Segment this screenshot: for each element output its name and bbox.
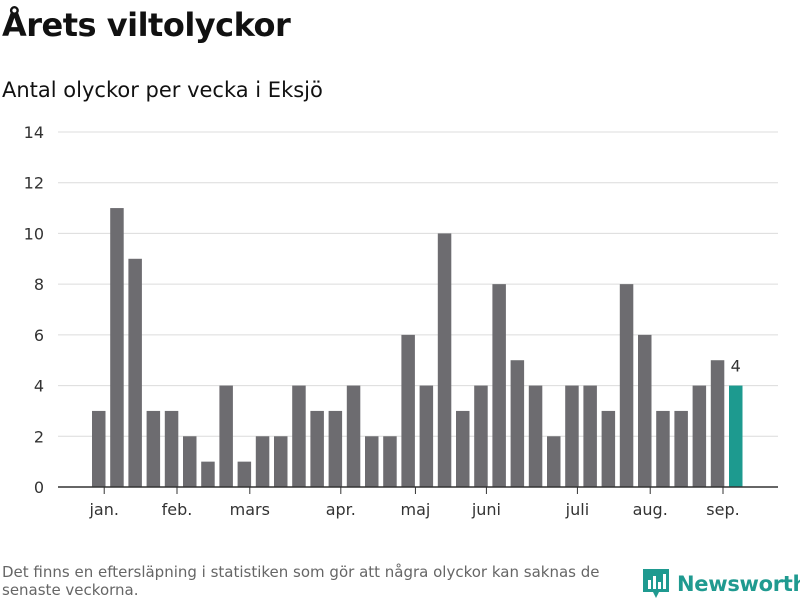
bar <box>328 410 343 487</box>
bar <box>292 385 306 487</box>
y-tick-label: 0 <box>34 478 44 497</box>
y-tick-label: 10 <box>24 224 44 243</box>
bar <box>201 461 215 487</box>
x-tick-label: feb. <box>162 500 193 519</box>
newsworthy-logo-icon <box>643 569 669 598</box>
x-axis-ticks: jan. feb. mars apr. maj juni juli aug. sep. <box>88 487 740 519</box>
chart-subtitle: Antal olyckor per vecka i Eksjö <box>2 78 323 102</box>
bar <box>237 461 252 487</box>
bar <box>365 436 379 487</box>
bar <box>346 385 361 487</box>
x-tick-label: juni <box>471 500 501 519</box>
bar <box>547 436 561 487</box>
bar <box>583 385 597 487</box>
x-tick-label: sep. <box>706 500 739 519</box>
bar <box>619 284 634 487</box>
bar <box>401 334 415 487</box>
grid-lines <box>58 131 778 437</box>
bar <box>128 258 142 487</box>
bar <box>164 410 179 487</box>
brand-logo[interactable]: Newsworthy <box>643 567 800 601</box>
bar <box>565 385 579 487</box>
bar <box>183 436 197 487</box>
brand-name: Newsworthy <box>677 572 800 596</box>
bar <box>601 410 616 487</box>
bar <box>674 410 688 487</box>
footnote: Det finns en eftersläpning i statistiken… <box>2 563 600 599</box>
bar <box>656 410 670 487</box>
y-tick-label: 4 <box>34 377 44 396</box>
data-labels: 4 <box>731 357 741 376</box>
bar <box>510 360 525 487</box>
bars <box>58 208 778 488</box>
bar <box>456 410 470 487</box>
y-tick-label: 8 <box>34 275 44 294</box>
bar <box>110 208 124 488</box>
y-tick-label: 6 <box>34 326 44 345</box>
bar <box>437 233 452 487</box>
chart-title: Årets viltolyckor <box>2 6 291 44</box>
x-tick-label: maj <box>401 500 431 519</box>
bar <box>710 360 725 487</box>
bar <box>638 334 652 487</box>
x-tick-label: mars <box>230 500 270 519</box>
y-tick-label: 12 <box>24 174 44 193</box>
bar <box>219 385 233 487</box>
x-tick-label: apr. <box>326 500 356 519</box>
y-axis-ticks: 0 2 4 6 8 10 12 14 <box>24 123 44 497</box>
y-tick-label: 14 <box>24 123 44 142</box>
bar <box>274 436 288 487</box>
x-tick-label: juli <box>565 500 589 519</box>
bar-chart: 0 2 4 6 8 10 12 14 jan. feb. mars apr. maj juni juli a… <box>24 123 778 519</box>
x-tick-label: aug. <box>633 500 668 519</box>
x-tick-label: jan. <box>88 500 118 519</box>
bar <box>492 284 506 487</box>
bar <box>692 385 707 487</box>
bar-highlight <box>729 385 743 487</box>
bar <box>310 410 324 487</box>
bar <box>474 385 488 487</box>
bar <box>528 385 543 487</box>
bar <box>255 436 270 487</box>
y-tick-label: 2 <box>34 427 44 446</box>
bar <box>419 385 434 487</box>
bar <box>92 410 106 487</box>
last-bar-data-label: 4 <box>731 357 741 376</box>
bar <box>383 436 397 487</box>
bar <box>146 410 161 487</box>
